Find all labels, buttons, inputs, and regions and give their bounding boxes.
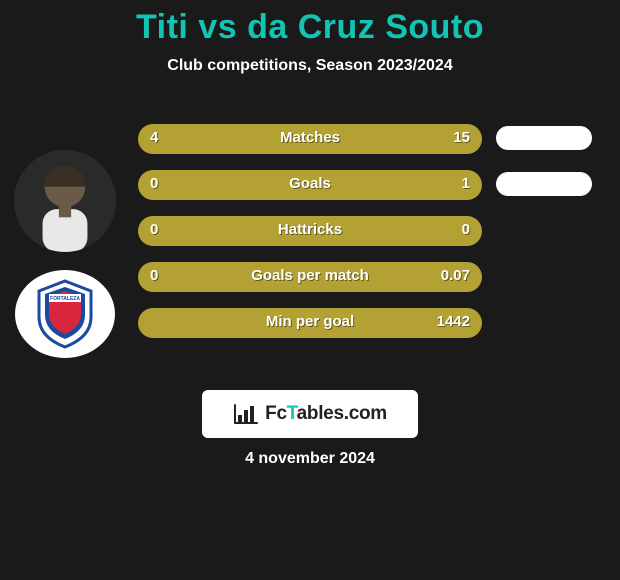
stat-label: Min per goal (138, 313, 482, 330)
subtitle: Club competitions, Season 2023/2024 (0, 57, 620, 75)
club-crest-icon: FORTALEZA (35, 279, 95, 349)
page-title: Titi vs da Cruz Souto (0, 0, 620, 47)
club-badge: FORTALEZA (15, 270, 115, 358)
stat-value-right: 1442 (437, 313, 470, 330)
svg-text:FORTALEZA: FORTALEZA (50, 296, 80, 302)
logo-text-accent: T (287, 403, 297, 424)
bar-chart-icon (233, 403, 259, 425)
stat-label: Matches (138, 129, 482, 146)
logo-text-fc: Fc (265, 403, 287, 424)
stat-row: 0Goals per match0.07 (138, 262, 600, 292)
left-avatars: FORTALEZA (10, 150, 120, 358)
comparison-pill (496, 126, 592, 150)
stat-row: Min per goal1442 (138, 308, 600, 338)
comparison-pill (496, 172, 592, 196)
logo-text-rest: ables.com (297, 403, 387, 424)
stat-value-right: 15 (453, 129, 470, 146)
stat-value-right: 0.07 (441, 267, 470, 284)
player-silhouette-icon (14, 150, 116, 252)
stat-row: 0Hattricks0 (138, 216, 600, 246)
stat-label: Hattricks (138, 221, 482, 238)
stat-value-right: 0 (462, 221, 470, 238)
source-logo: FcTables.com (202, 390, 418, 438)
player-avatar (14, 150, 116, 252)
stat-label: Goals per match (138, 267, 482, 284)
stat-row: 0Goals1 (138, 170, 600, 200)
stat-rows: 4Matches150Goals10Hattricks00Goals per m… (138, 124, 600, 354)
stat-label: Goals (138, 175, 482, 192)
stat-row: 4Matches15 (138, 124, 600, 154)
stat-value-right: 1 (462, 175, 470, 192)
footer-date: 4 november 2024 (0, 450, 620, 468)
comparison-card: Titi vs da Cruz Souto Club competitions,… (0, 0, 620, 580)
source-logo-text: FcTables.com (265, 403, 387, 425)
